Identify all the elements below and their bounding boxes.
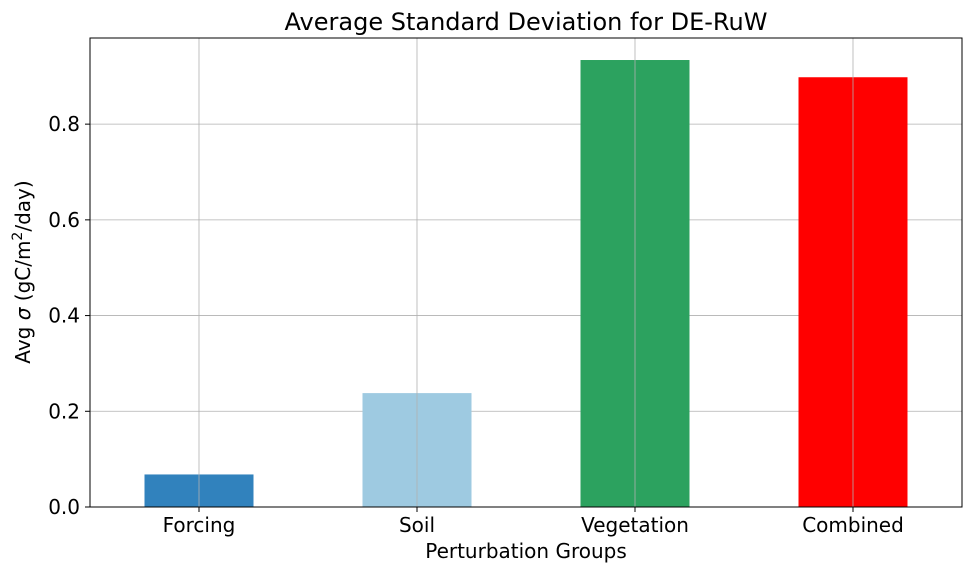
- y-label-prefix: Avg: [11, 320, 35, 363]
- y-axis-label: Avg σ (gC/m2/day): [10, 180, 35, 363]
- bars-layer: [144, 38, 908, 508]
- axes-layer: [89, 37, 963, 508]
- y-label-unit-start: (gC/m: [11, 241, 35, 308]
- y-label-unit-end: /day): [11, 180, 35, 231]
- x-tick-label: Soil: [399, 513, 435, 537]
- y-tick-label: 0.8: [48, 112, 80, 136]
- x-axis-label: Perturbation Groups: [425, 539, 627, 563]
- y-tick-label: 0.6: [48, 208, 80, 232]
- chart-title: Average Standard Deviation for DE-RuW: [285, 8, 768, 36]
- x-tick-label: Combined: [802, 513, 904, 537]
- x-tick-label: Vegetation: [581, 513, 689, 537]
- y-tick-label: 0.4: [48, 304, 80, 328]
- y-label-sigma: σ: [11, 306, 35, 320]
- x-tick-label: Forcing: [163, 513, 236, 537]
- ticks-layer: 0.0 0.2 0.4 0.6 0.8 Forcing Soil Vegetation Comb…: [48, 112, 904, 537]
- y-tick-label: 0.0: [48, 495, 80, 519]
- y-tick-label: 0.2: [48, 399, 80, 423]
- plot-frame: [89, 37, 963, 508]
- y-label-superscript: 2: [10, 232, 26, 241]
